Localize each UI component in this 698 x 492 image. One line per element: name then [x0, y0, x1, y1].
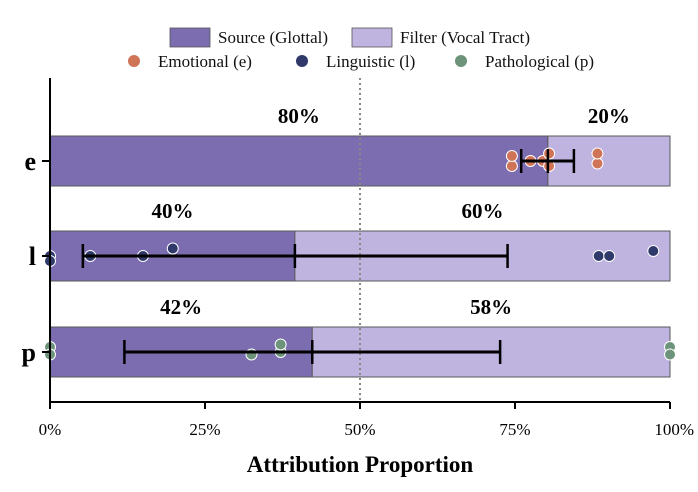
value-label-filter-p: 58%	[470, 295, 512, 319]
legend-label-emotional: Emotional (e)	[158, 52, 252, 71]
point-p	[274, 338, 287, 351]
category-label-e: e	[24, 147, 36, 176]
point-e	[505, 160, 518, 172]
category-label-l: l	[29, 242, 36, 271]
point-l	[166, 242, 179, 255]
point-e	[591, 147, 604, 160]
category-label-p: p	[22, 338, 36, 367]
legend: Source (Glottal) Filter (Vocal Tract) Em…	[128, 27, 594, 71]
point-p	[664, 348, 676, 361]
value-label-filter-e: 20%	[588, 104, 630, 128]
legend-label-linguistic: Linguistic (l)	[326, 52, 415, 71]
legend-label-pathological: Pathological (p)	[485, 52, 594, 71]
x-tick-label: 75%	[499, 420, 530, 439]
value-label-filter-l: 60%	[461, 199, 503, 223]
plot-area: 80% 20% 40% 60% 42% 58% 0% 25% 50% 75% 100% e l p	[22, 78, 694, 439]
x-axis-title: Attribution Proportion	[247, 452, 474, 477]
point-l	[592, 250, 605, 262]
point-l	[647, 245, 660, 257]
legend-marker-linguistic	[296, 55, 308, 67]
legend-marker-emotional	[128, 55, 140, 67]
x-tick-label: 100%	[654, 420, 694, 439]
legend-label-source: Source (Glottal)	[218, 28, 328, 47]
value-label-source-l: 40%	[151, 199, 193, 223]
legend-label-filter: Filter (Vocal Tract)	[400, 28, 530, 47]
legend-marker-pathological	[455, 55, 467, 67]
value-label-source-p: 42%	[160, 295, 202, 319]
point-e	[591, 157, 604, 170]
x-tick-label: 0%	[39, 420, 62, 439]
point-e	[505, 150, 518, 162]
legend-swatch-source	[169, 27, 211, 48]
legend-swatch-filter	[351, 27, 393, 48]
x-tick-label: 50%	[344, 420, 375, 439]
x-tick-label: 25%	[189, 420, 220, 439]
value-label-source-e: 80%	[278, 104, 320, 128]
point-l	[603, 250, 616, 262]
bar-source-e	[49, 135, 549, 187]
